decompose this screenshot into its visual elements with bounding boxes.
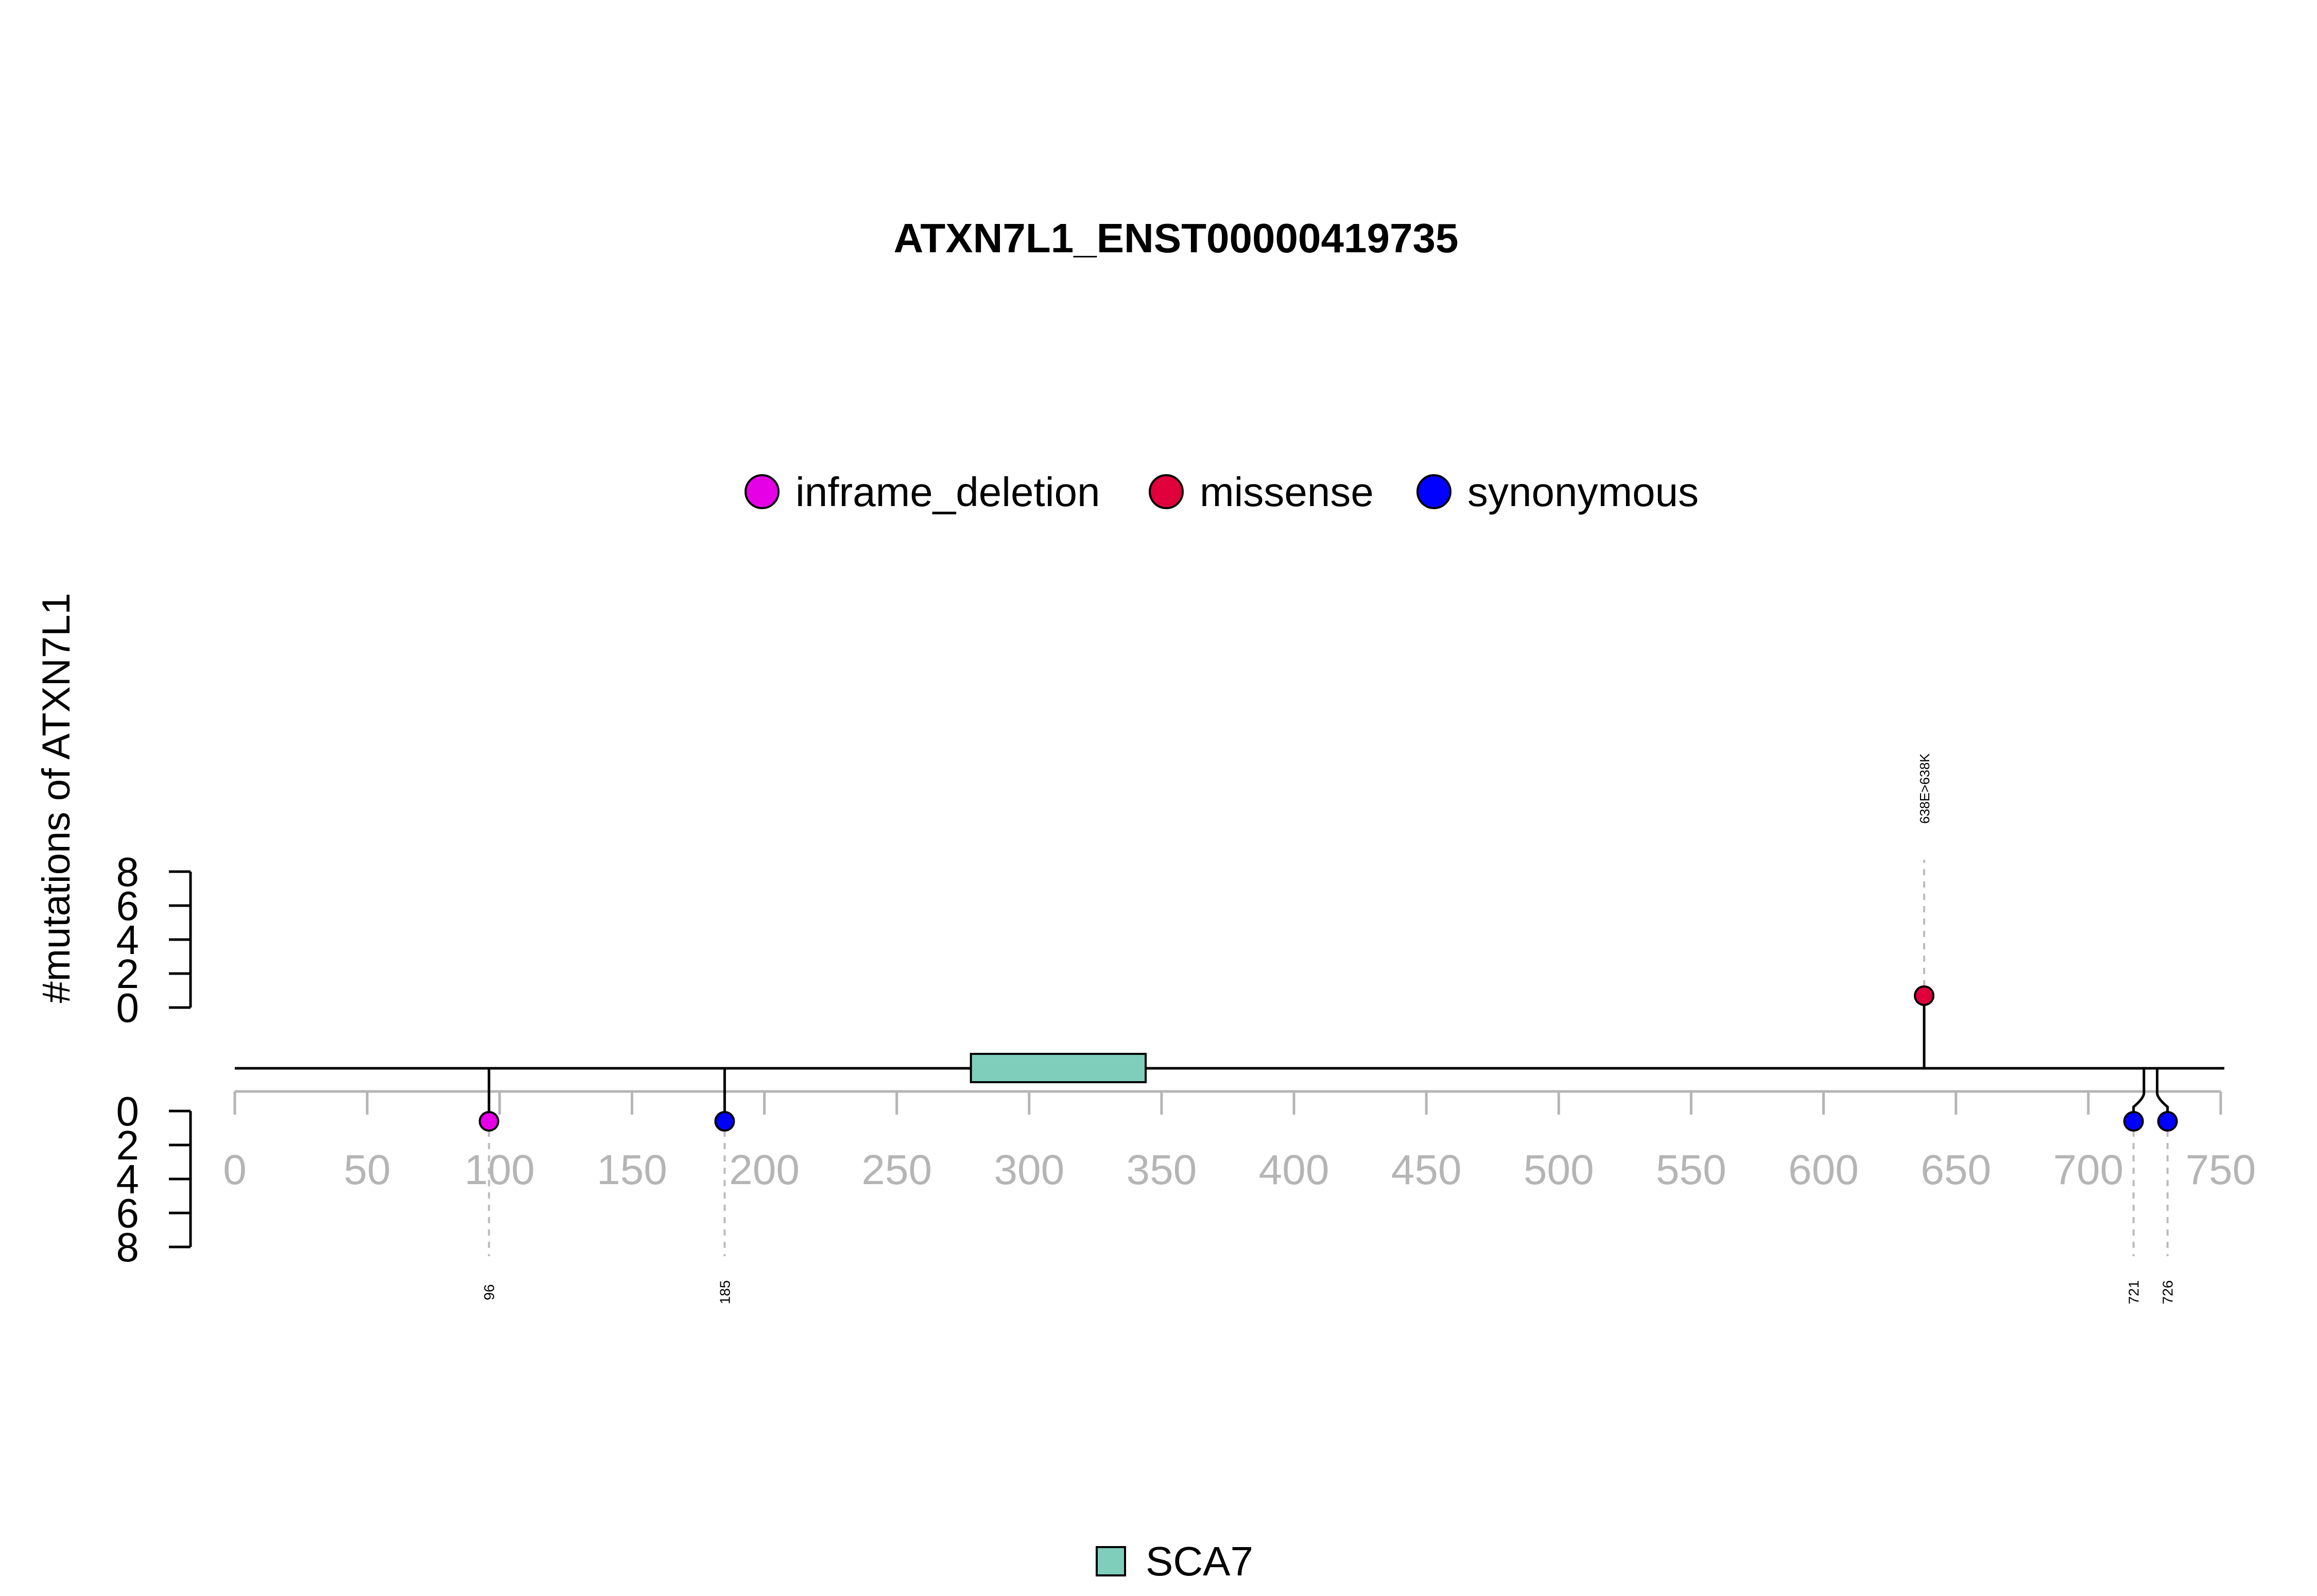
mutation-label: 185: [717, 1280, 733, 1305]
x-tick-label: 550: [1656, 1147, 1726, 1193]
y-tick-label-top: 8: [116, 849, 140, 895]
lollipop-head-missense: [1914, 985, 1935, 1006]
legend-marker-synonymous: [1416, 474, 1451, 509]
y-tick-label-bottom: 6: [116, 1190, 140, 1236]
x-tick-label: 0: [223, 1147, 247, 1193]
lollipop-stem: [2156, 1068, 2169, 1112]
lollipop-head-synonymous: [714, 1111, 735, 1132]
legend-label-inframe_deletion: inframe_deletion: [796, 469, 1100, 515]
y-tick-label-bottom: 8: [116, 1224, 140, 1270]
legend-label-synonymous: synonymous: [1467, 469, 1699, 515]
x-tick-label: 100: [464, 1147, 535, 1193]
y-tick-label-top: 0: [116, 985, 140, 1031]
mutation-label: 638E>638K: [1917, 753, 1932, 824]
y-tick-label-top: 4: [116, 917, 140, 963]
x-axis: 0 50 100 150 200 250 300 350 400 450 500 550 600 650 7…: [223, 1090, 2256, 1193]
chart-title: ATXN7L1_ENST00000419735: [894, 215, 1459, 261]
x-tick-label: 150: [597, 1147, 667, 1193]
mutation-label: 726: [2160, 1280, 2176, 1305]
lollipop-stem: [2132, 1068, 2146, 1112]
domain-legend-label: SCA7: [1146, 1538, 1253, 1584]
y-tick-label-bottom: 2: [116, 1122, 140, 1168]
legend-marker-missense: [1149, 474, 1184, 509]
domain-sca7: [970, 1053, 1147, 1083]
y-tick-label-bottom: 4: [116, 1156, 140, 1202]
domain-layer: [970, 1053, 1147, 1083]
mutation-type-legend: inframe_deletion missense synonymous: [745, 469, 1699, 515]
x-tick-label: 650: [1921, 1147, 1991, 1193]
x-tick-label: 750: [2186, 1147, 2256, 1193]
mutation-label: 96: [481, 1284, 497, 1300]
x-tick-label: 300: [994, 1147, 1064, 1193]
domain-legend: SCA7: [1096, 1538, 1253, 1584]
lollipop-head-synonymous: [2157, 1111, 2178, 1132]
legend-marker-inframe_deletion: [745, 474, 780, 509]
x-tick-label: 500: [1524, 1147, 1594, 1193]
legend-label-missense: missense: [1200, 469, 1374, 515]
y-tick-label-top: 6: [116, 883, 140, 929]
x-tick-label: 400: [1259, 1147, 1329, 1193]
x-tick-label: 250: [861, 1147, 932, 1193]
mutation-label: 721: [2126, 1280, 2142, 1305]
x-tick-label: 50: [344, 1147, 391, 1193]
y-tick-label-top: 2: [116, 951, 140, 997]
mutation-layer: 96 185 638E>638K 721 726: [478, 753, 2178, 1305]
x-tick-label: 600: [1788, 1147, 1859, 1193]
x-tick-label: 450: [1391, 1147, 1462, 1193]
x-tick-label: 350: [1127, 1147, 1197, 1193]
domain-legend-marker: [1096, 1546, 1126, 1576]
x-tick-label: 700: [2053, 1147, 2123, 1193]
lollipop-head-inframe_deletion: [478, 1111, 499, 1132]
lollipop-head-synonymous: [2123, 1111, 2144, 1132]
x-tick-label: 200: [729, 1147, 800, 1193]
y-axis-label: #mutations of ATXN7L1: [34, 593, 78, 1003]
y-tick-label-bottom: 0: [116, 1088, 140, 1134]
